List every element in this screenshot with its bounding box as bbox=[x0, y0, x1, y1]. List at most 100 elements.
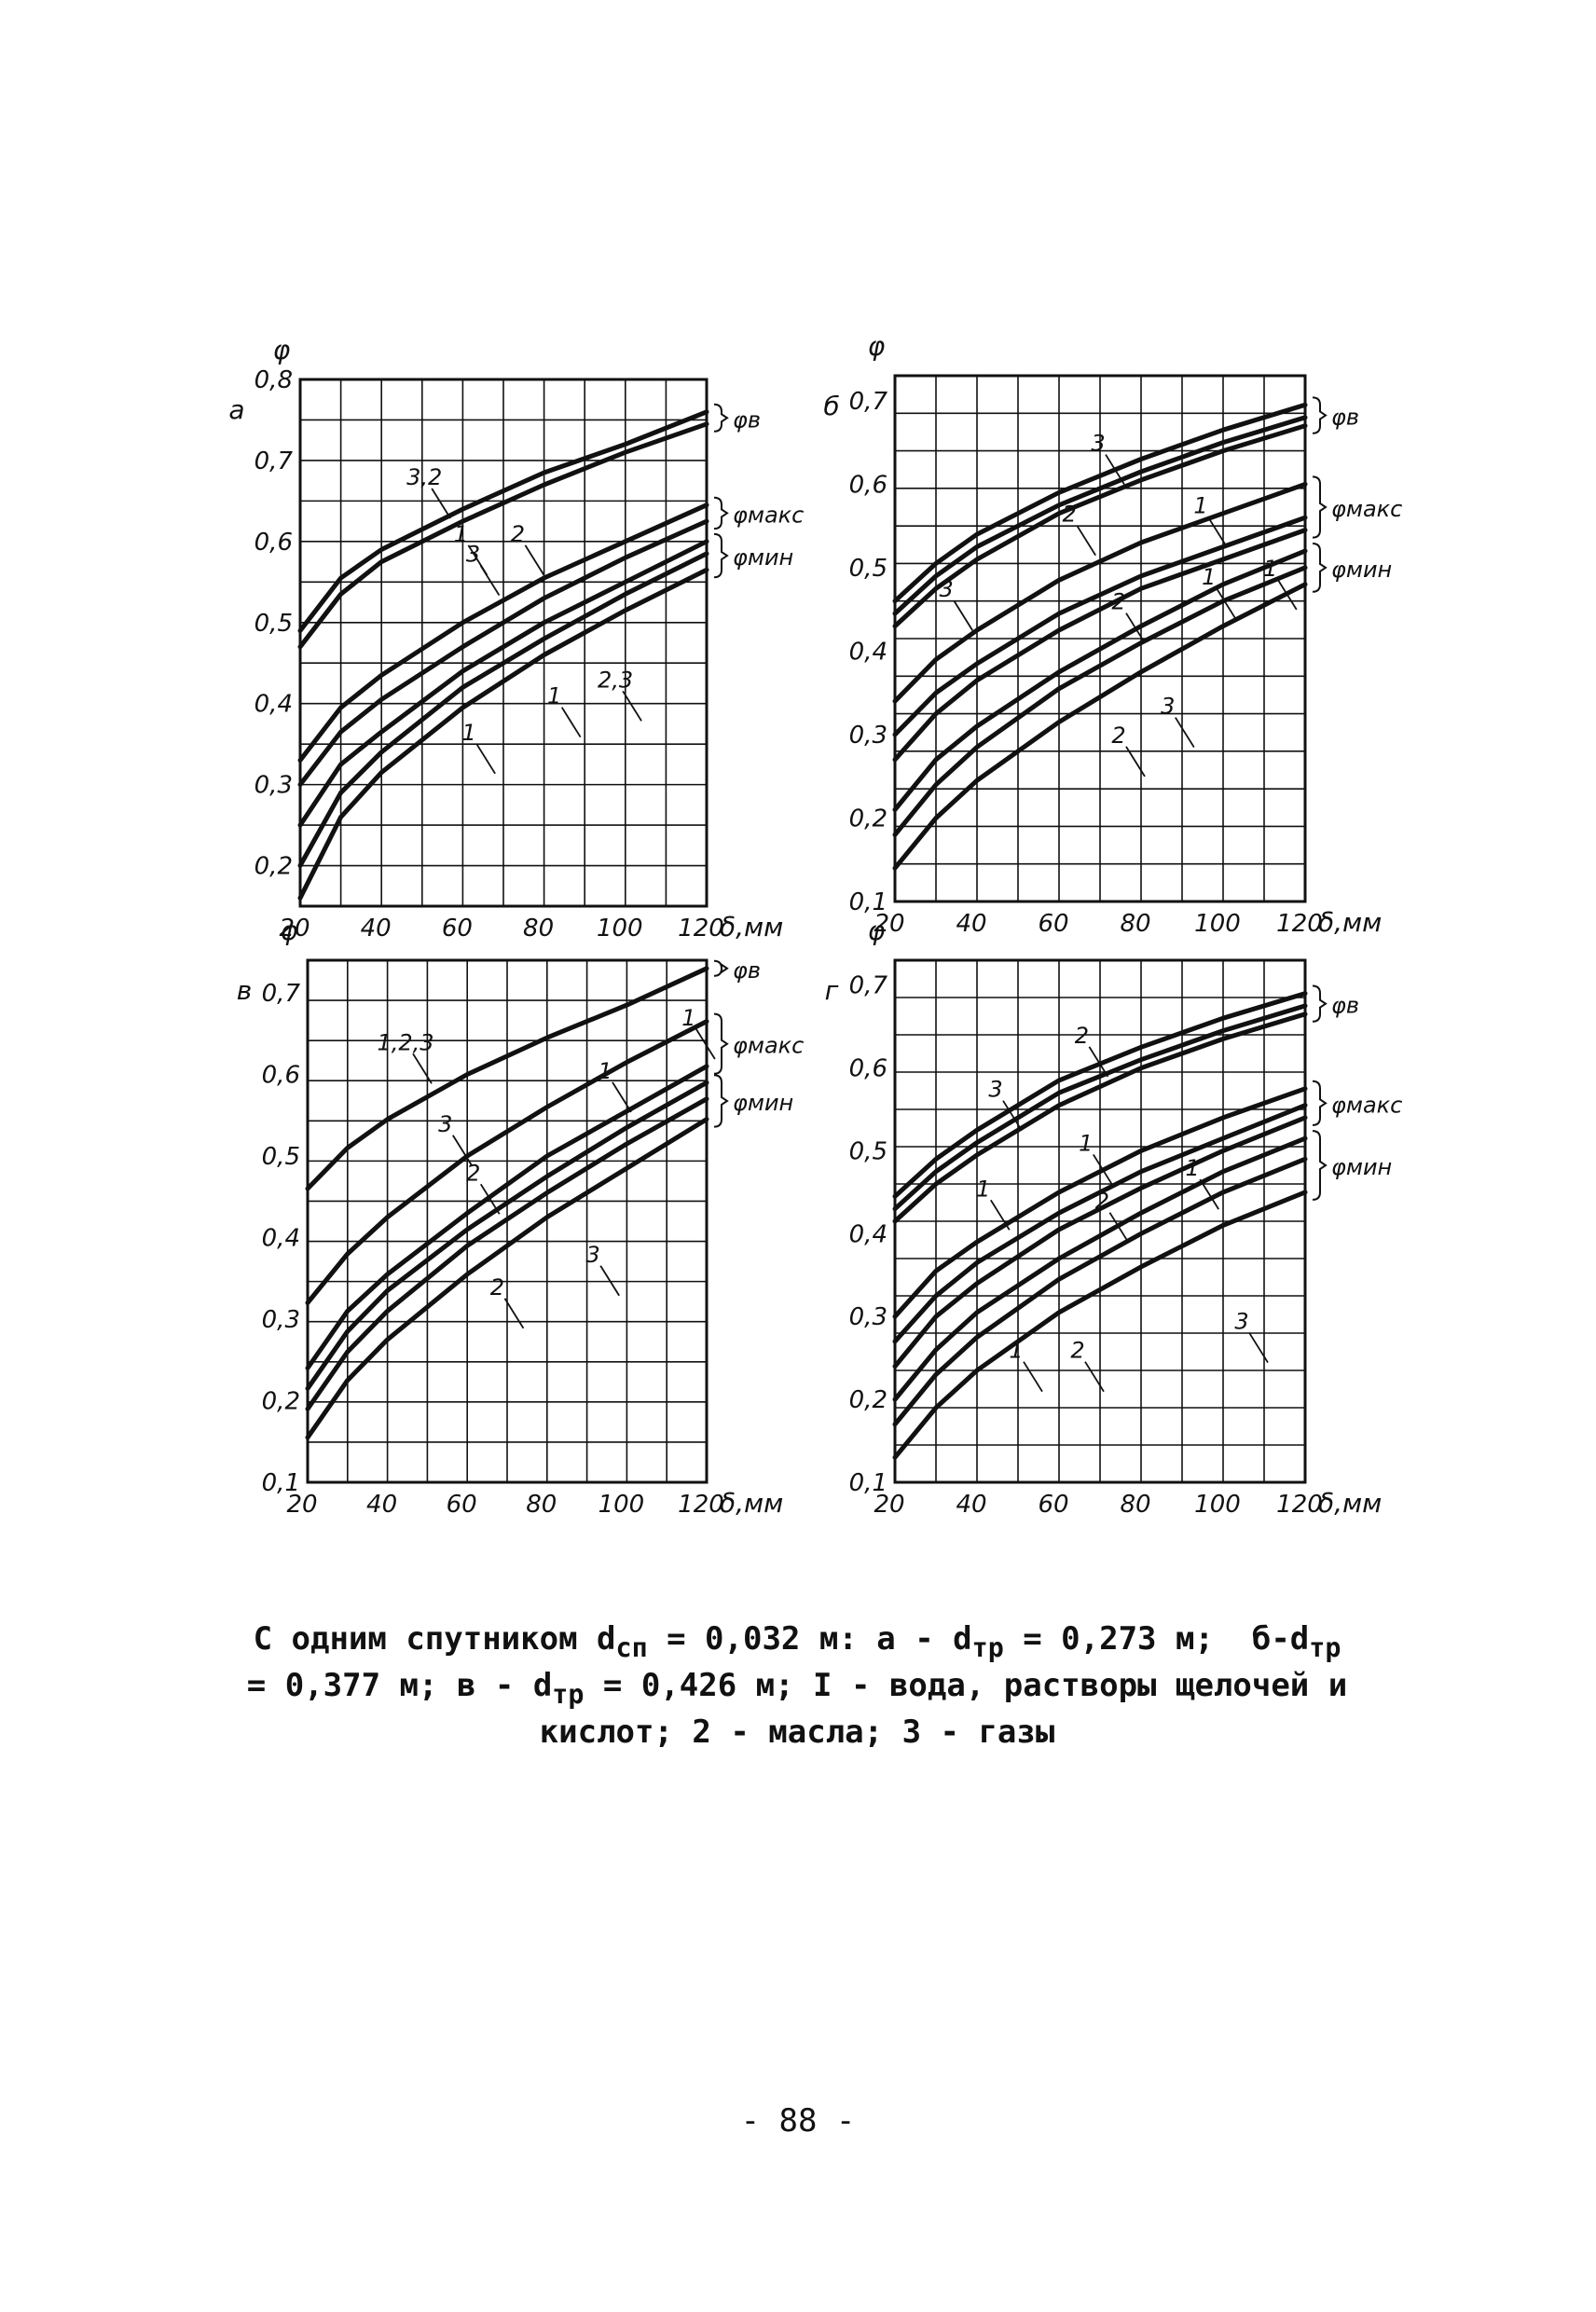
curve-label-leader bbox=[452, 1135, 473, 1166]
y-tick-label: 0,5 bbox=[849, 555, 887, 583]
y-tick-label: 0,2 bbox=[849, 1386, 887, 1414]
curve-label: 1 bbox=[461, 720, 475, 746]
x-tick-label: 20 bbox=[286, 1491, 317, 1519]
plot-frame bbox=[298, 378, 709, 908]
group-label: φв bbox=[1331, 993, 1359, 1019]
curve-label-leader bbox=[1199, 1178, 1219, 1210]
page-number: - 88 - bbox=[740, 2102, 856, 2140]
y-tick-label: 0,1 bbox=[262, 1469, 300, 1497]
group-label: φв bbox=[1331, 405, 1359, 431]
group-label: φмакс bbox=[733, 502, 804, 528]
plot-frame bbox=[306, 958, 709, 1484]
series-line bbox=[297, 539, 709, 828]
group-bracket bbox=[713, 1074, 729, 1128]
curve-label: 2 bbox=[1075, 1023, 1089, 1049]
curve-label-leader bbox=[1076, 525, 1096, 557]
curve-label-leader bbox=[622, 690, 642, 722]
x-tick-label: 80 bbox=[526, 1491, 557, 1519]
series-line bbox=[305, 1064, 709, 1370]
group-label: φв bbox=[733, 406, 761, 433]
x-axis-label: δ,мм bbox=[720, 912, 783, 943]
group-bracket bbox=[1312, 1130, 1328, 1201]
y-tick-label: 0,7 bbox=[255, 447, 294, 475]
y-tick-label: 0,8 bbox=[255, 366, 293, 394]
curve-label-leader bbox=[1084, 1361, 1105, 1393]
group-bracket bbox=[1312, 984, 1328, 1023]
curve-label: 3 bbox=[438, 1111, 452, 1137]
x-tick-label: 120 bbox=[1276, 910, 1323, 938]
curve-label: 3 bbox=[466, 542, 480, 568]
curve-label: 2 bbox=[490, 1274, 504, 1300]
x-tick-label: 80 bbox=[1120, 1491, 1150, 1519]
x-tick-label: 40 bbox=[956, 910, 986, 938]
curve-label-leader bbox=[1125, 612, 1146, 644]
group-bracket bbox=[713, 403, 729, 433]
group-label: φмин bbox=[1331, 557, 1392, 583]
series-line bbox=[892, 423, 1308, 629]
group-bracket bbox=[1312, 543, 1328, 593]
series-line bbox=[892, 582, 1308, 871]
y-tick-label: 0,5 bbox=[255, 610, 293, 638]
y-tick-label: 0,2 bbox=[849, 805, 887, 833]
curve-label-leader bbox=[479, 1183, 501, 1215]
series-line bbox=[305, 1080, 709, 1391]
curve-label-leader bbox=[412, 1053, 433, 1084]
curve-label-leader bbox=[1175, 717, 1195, 749]
x-tick-label: 100 bbox=[1194, 1491, 1241, 1519]
curve-label-leader bbox=[1216, 587, 1236, 619]
curve-label: 1 bbox=[1009, 1338, 1023, 1364]
curve-label: 2 bbox=[466, 1160, 480, 1186]
curve-label-leader bbox=[1248, 1332, 1269, 1364]
group-bracket bbox=[713, 1012, 729, 1075]
y-tick-label: 0,6 bbox=[262, 1062, 300, 1090]
curve-label: 1 bbox=[1079, 1130, 1093, 1156]
series-line bbox=[892, 515, 1308, 737]
curve-label-leader bbox=[1207, 516, 1228, 548]
x-axis-label: δ,мм bbox=[1318, 1488, 1382, 1519]
y-tick-label: 0,3 bbox=[849, 1303, 887, 1331]
panel-label: в bbox=[237, 975, 253, 1006]
series-line bbox=[305, 1019, 709, 1305]
curve-label-leader bbox=[1088, 1046, 1109, 1078]
x-tick-label: 60 bbox=[1038, 910, 1068, 938]
x-tick-label: 80 bbox=[523, 915, 554, 943]
y-tick-label: 0,4 bbox=[849, 1220, 887, 1248]
series-line bbox=[297, 551, 709, 868]
y-axis-label: φ bbox=[868, 915, 886, 946]
x-tick-label: 100 bbox=[1194, 910, 1241, 938]
group-bracket bbox=[1312, 1080, 1328, 1126]
curve-label: 1 bbox=[547, 683, 561, 709]
x-tick-label: 100 bbox=[598, 1491, 645, 1519]
curve-label-leader bbox=[524, 544, 545, 576]
curve-label-leader bbox=[479, 565, 501, 597]
y-tick-label: 0,2 bbox=[255, 853, 293, 881]
curve-label-leader bbox=[475, 743, 496, 775]
series-line bbox=[297, 567, 709, 901]
curve-label: 1 bbox=[454, 521, 468, 547]
curve-label-leader bbox=[1108, 1212, 1130, 1244]
series-line bbox=[892, 1086, 1308, 1319]
curve-label: 3 bbox=[1234, 1309, 1248, 1335]
group-label: φмин bbox=[733, 1090, 793, 1116]
x-tick-label: 80 bbox=[1120, 910, 1150, 938]
group-label: φмин bbox=[1331, 1154, 1392, 1180]
caption-line-1: С одним спутником dсп = 0,032 м: а - dтр… bbox=[253, 1620, 1341, 1663]
caption-line-2: = 0,377 м; в - dтр = 0,426 м; I - вода, … bbox=[246, 1666, 1348, 1710]
y-axis-label: φ bbox=[273, 335, 291, 365]
curve-label-leader bbox=[1002, 1100, 1023, 1132]
curve-label: 3 bbox=[1091, 431, 1105, 457]
x-tick-label: 20 bbox=[874, 910, 904, 938]
y-axis-label: φ bbox=[868, 331, 886, 362]
series-line bbox=[297, 421, 709, 650]
x-tick-label: 60 bbox=[442, 915, 473, 943]
group-bracket bbox=[713, 496, 729, 530]
curve-label-leader bbox=[1093, 1153, 1113, 1185]
series-line bbox=[892, 415, 1308, 616]
x-tick-label: 60 bbox=[1038, 1491, 1068, 1519]
y-tick-label: 0,3 bbox=[255, 772, 293, 800]
x-tick-label: 20 bbox=[874, 1491, 904, 1519]
group-label: φмакс bbox=[1331, 1092, 1402, 1118]
curve-label: 1 bbox=[681, 1005, 695, 1031]
curve-label-leader bbox=[560, 707, 582, 738]
